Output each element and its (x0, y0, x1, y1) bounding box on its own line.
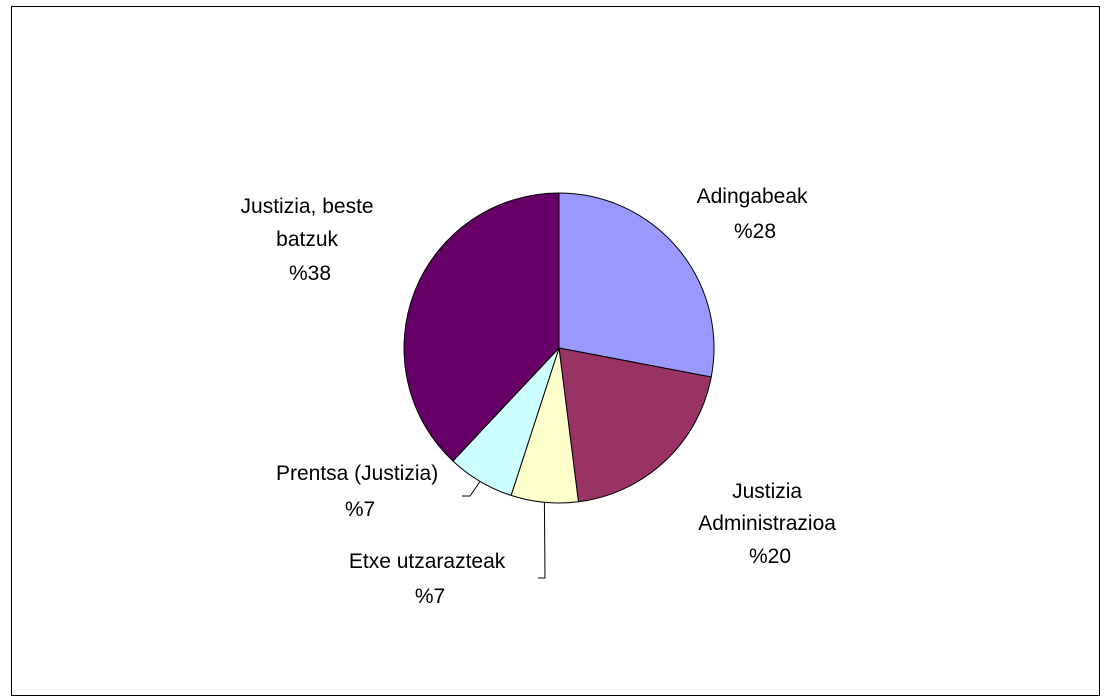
pie-slice-adingabeak (558, 192, 715, 378)
slice-label-justizia-beste-batzuk: Justizia, beste batzuk %38 (241, 195, 380, 285)
leader-line-prentsa-justizia (462, 481, 481, 497)
leader-line-etxe-utzarazteak (538, 502, 546, 579)
slice-label-prentsa-justizia: Prentsa (Justizia) %7 (276, 462, 444, 521)
slice-label-justizia-administrazioa: Justizia Administrazioa %20 (698, 480, 842, 568)
slice-label-adingabeak: Adingabeak %28 (697, 185, 814, 243)
pie-slice-justizia-administrazioa (558, 347, 712, 503)
pie-slice-justizia-beste-batzuk (403, 192, 560, 462)
pie-slices (403, 192, 715, 504)
leader-lines (462, 481, 546, 579)
slice-label-etxe-utzarazteak: Etxe utzarazteak %7 (349, 550, 511, 608)
